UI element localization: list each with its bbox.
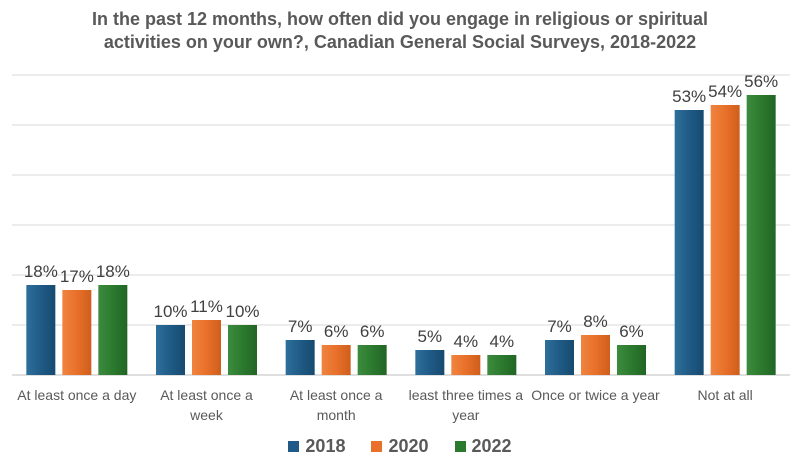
data-label-2022-cat-4: 6% [619,322,644,341]
category-label-1-line-1: week [189,407,224,423]
data-label-2020-cat-3: 4% [454,332,479,351]
bar-2022-cat-4 [617,345,646,375]
legend-label-2018: 2018 [305,436,346,456]
legend-item-2018: 2018 [288,436,345,457]
legend-label-2022: 2022 [471,436,512,456]
data-label-2020-cat-2: 6% [324,322,349,341]
legend-swatch-2022 [454,441,466,452]
bar-2018-cat-2 [285,340,315,375]
legend-swatch-2020 [371,441,383,452]
data-label-2022-cat-2: 6% [360,322,385,341]
bar-2018-cat-1 [156,325,185,375]
bar-2018-cat-3 [415,350,445,375]
data-label-2018-cat-0: 18% [24,262,58,281]
bar-2020-cat-1 [192,320,221,375]
bar-2020-cat-2 [321,345,351,375]
category-label-1-line-0: At least once a [160,387,253,403]
bar-2020-cat-5 [710,105,740,375]
bar-2022-cat-3 [487,355,517,375]
bar-2020-cat-3 [451,355,481,375]
data-label-2022-cat-1: 10% [225,302,259,321]
category-label-2-line-0: At least once a [290,387,383,403]
bar-2022-cat-5 [746,95,776,375]
legend: 2018 2020 2022 [0,436,800,457]
data-label-2018-cat-2: 7% [288,317,313,336]
legend-item-2020: 2020 [371,436,429,457]
data-label-2018-cat-3: 5% [418,327,443,346]
bar-2018-cat-0 [26,285,56,375]
data-label-2020-cat-0: 17% [60,267,94,286]
data-label-2018-cat-5: 53% [672,87,706,106]
data-label-2022-cat-5: 56% [744,72,778,91]
data-label-2020-cat-4: 8% [583,312,608,331]
bar-2020-cat-0 [62,290,92,375]
data-label-2022-cat-0: 18% [96,262,130,281]
data-label-2020-cat-5: 54% [708,82,742,101]
bar-2018-cat-4 [545,340,574,375]
data-label-2018-cat-1: 10% [153,302,187,321]
data-label-2022-cat-3: 4% [490,332,515,351]
bar-2022-cat-1 [228,325,257,375]
category-label-4-line-0: Once or twice a year [531,387,660,403]
legend-swatch-2018 [288,441,300,452]
bar-2018-cat-5 [674,110,704,375]
bar-2022-cat-0 [98,285,128,375]
category-label-5-line-0: Not at all [698,387,753,403]
category-label-2-line-1: month [317,407,356,423]
category-label-3-line-0: least three times a [409,387,524,403]
chart-title-line-1: In the past 12 months, how often did you… [91,9,709,29]
category-label-3-line-1: year [452,407,480,423]
legend-item-2022: 2022 [454,436,512,457]
legend-label-2020: 2020 [388,436,429,456]
category-label-0-line-0: At least once a day [17,387,136,403]
bar-2022-cat-2 [357,345,387,375]
data-label-2018-cat-4: 7% [547,317,572,336]
data-label-2020-cat-1: 11% [190,297,223,316]
chart-title: In the past 12 months, how often did you… [0,8,800,54]
bar-2020-cat-4 [581,335,610,375]
chart-title-line-2: activities on your own?, Canadian Genera… [103,32,697,52]
